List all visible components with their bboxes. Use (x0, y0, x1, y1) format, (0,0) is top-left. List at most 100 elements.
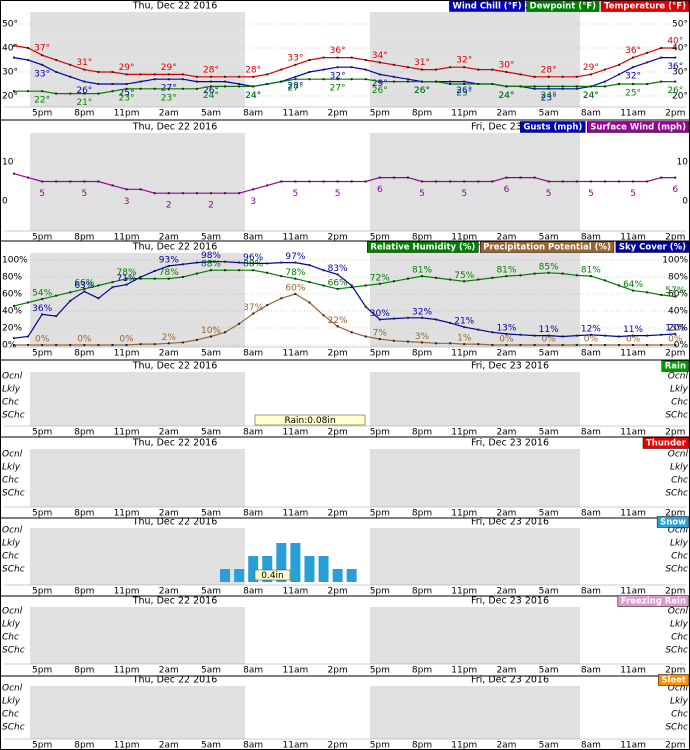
legend-box (661, 360, 690, 372)
data-point (209, 75, 212, 78)
data-label: 72% (370, 273, 390, 283)
data-label: 26° (667, 86, 683, 96)
data-point (83, 68, 86, 71)
x-tick-label: 2pm (665, 109, 685, 119)
x-tick-label: 8am (243, 349, 263, 359)
x-tick-label: 5pm (370, 741, 390, 750)
data-point (505, 85, 508, 88)
data-point (575, 274, 578, 277)
data-label: 5 (588, 189, 594, 199)
data-point (322, 180, 325, 183)
data-label: 34° (372, 51, 388, 61)
data-point (139, 87, 142, 90)
y-tick-label: Lkly (670, 385, 689, 395)
data-point (55, 344, 58, 346)
x-tick-label: 5am (201, 587, 221, 597)
data-point (139, 277, 142, 280)
data-label: 81% (412, 266, 432, 276)
data-label: 10% (201, 326, 221, 336)
y-tick-label: Ocnl (2, 526, 23, 536)
data-label: 85% (539, 262, 559, 272)
data-point (547, 344, 550, 346)
data-point (350, 331, 353, 334)
x-tick-label: 8am (581, 509, 601, 519)
data-point (561, 335, 564, 338)
x-tick-label: 5pm (32, 109, 52, 119)
x-tick-label: 2am (496, 428, 516, 438)
data-point (392, 317, 395, 320)
data-point (364, 305, 367, 308)
data-label: 28° (203, 65, 219, 75)
data-point (350, 286, 353, 289)
data-point (364, 180, 367, 183)
data-label: 37° (34, 44, 50, 54)
x-tick-label: 2am (496, 666, 516, 676)
data-point (561, 75, 564, 78)
data-label: 5 (630, 189, 636, 199)
x-tick-label: 11pm (114, 233, 140, 243)
y-tick-label: 10 (2, 158, 14, 168)
x-tick-label: 2pm (328, 233, 348, 243)
data-point (505, 332, 508, 335)
data-point (83, 287, 86, 290)
data-point (603, 180, 606, 183)
legend-label: Sky Cover (%) (619, 243, 686, 253)
data-point (238, 83, 241, 85)
data-point (392, 176, 395, 179)
panel: SChc SChc Chc Chc Lkly Lkly Ocnl Ocnl 5pm 8pm 11pm… (0, 359, 690, 438)
data-point (350, 284, 353, 287)
x-tick-label: 5pm (370, 509, 390, 519)
data-label: 25° (625, 89, 641, 99)
y-tick-label: 60% (668, 290, 688, 300)
data-label: 97% (285, 252, 305, 262)
data-point (308, 78, 311, 81)
x-tick-label: 2am (496, 349, 516, 359)
data-point (27, 59, 30, 61)
data-label: 23° (119, 93, 135, 103)
night-shading (370, 686, 580, 739)
data-point (364, 78, 367, 81)
x-tick-label: 11pm (114, 587, 140, 597)
data-label: 6 (377, 185, 383, 195)
data-label: 26° (456, 86, 472, 96)
y-tick-label: Lkly (670, 463, 689, 473)
y-tick-label: Chc (2, 633, 19, 643)
legend-box (520, 121, 586, 133)
data-point (463, 80, 466, 83)
night-shading (30, 686, 245, 739)
data-point (27, 47, 30, 49)
x-tick-label: 11pm (114, 349, 140, 359)
data-label: 60% (285, 284, 305, 294)
y-tick-label: Ocnl (668, 684, 689, 694)
data-label: 66% (328, 278, 348, 288)
y-tick-label: 40% (668, 307, 688, 317)
data-point (674, 332, 677, 335)
date-header: Fri, Dec 23 2016 (471, 675, 549, 686)
data-point (378, 80, 381, 83)
y-tick-label: 30° (2, 68, 18, 78)
data-point (477, 278, 480, 281)
data-point (41, 344, 44, 346)
x-tick-label: 2am (496, 109, 516, 119)
data-point (139, 343, 142, 346)
x-tick-label: 8pm (412, 349, 432, 359)
data-label: 28° (287, 81, 303, 91)
legend-box (642, 437, 690, 449)
data-point (322, 269, 325, 272)
data-label: 2 (208, 201, 214, 211)
data-point (97, 71, 100, 73)
data-point (392, 339, 395, 342)
y-tick-label: 20° (672, 92, 688, 102)
x-tick-label: 5pm (370, 349, 390, 359)
data-point (674, 344, 677, 346)
data-point (83, 290, 86, 293)
data-point (505, 71, 508, 73)
data-point (167, 264, 170, 267)
data-point (13, 344, 15, 346)
y-tick-label: SChc (665, 723, 688, 733)
bar (262, 556, 273, 582)
data-label: 2% (162, 333, 177, 343)
y-tick-label: 100% (2, 256, 28, 266)
data-label: 96% (243, 253, 263, 263)
bar (304, 556, 315, 582)
